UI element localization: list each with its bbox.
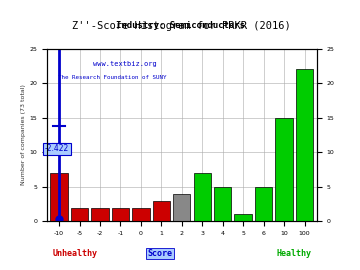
Bar bbox=[234, 214, 252, 221]
Bar bbox=[194, 173, 211, 221]
Bar bbox=[132, 208, 150, 221]
Bar bbox=[153, 201, 170, 221]
Text: Industry: Semiconductors: Industry: Semiconductors bbox=[116, 21, 244, 30]
Y-axis label: Number of companies (73 total): Number of companies (73 total) bbox=[22, 85, 26, 185]
Bar bbox=[112, 208, 129, 221]
Bar bbox=[173, 194, 190, 221]
Bar bbox=[296, 69, 313, 221]
Bar bbox=[50, 173, 68, 221]
Text: The Research Foundation of SUNY: The Research Foundation of SUNY bbox=[58, 75, 166, 80]
Text: -2.422: -2.422 bbox=[45, 144, 69, 153]
Text: Score: Score bbox=[148, 249, 173, 258]
Bar bbox=[255, 187, 272, 221]
Bar bbox=[275, 118, 293, 221]
Text: www.textbiz.org: www.textbiz.org bbox=[93, 61, 157, 67]
Text: Healthy: Healthy bbox=[276, 249, 311, 258]
Text: Unhealthy: Unhealthy bbox=[52, 249, 97, 258]
Title: Z''-Score Histogram for PRKR (2016): Z''-Score Histogram for PRKR (2016) bbox=[72, 21, 291, 31]
Bar bbox=[71, 208, 88, 221]
Bar bbox=[91, 208, 109, 221]
Bar bbox=[214, 187, 231, 221]
